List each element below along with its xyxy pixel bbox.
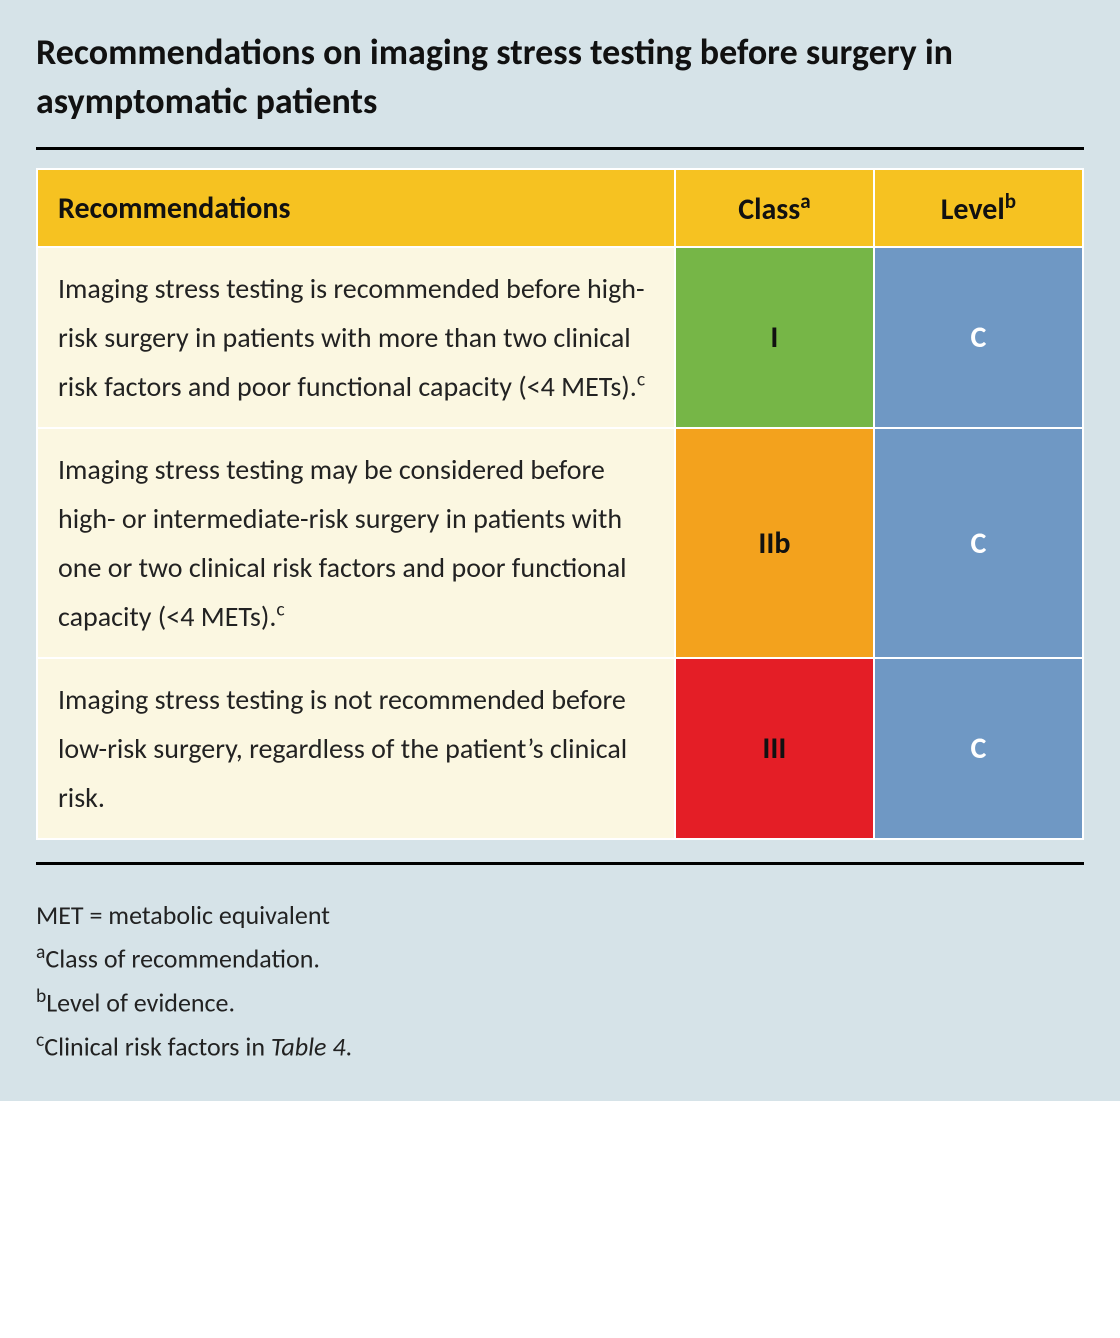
panel-title: Recommendations on imaging stress testin… — [36, 28, 1084, 125]
rule-top — [36, 147, 1084, 150]
table-row: Imaging stress testing is recommended be… — [37, 247, 1083, 428]
recommendation-text: Imaging stress testing may be considered… — [37, 428, 675, 658]
footnote-line: bLevel of evidence. — [36, 981, 1084, 1023]
recommendation-text: Imaging stress testing is recommended be… — [37, 247, 675, 428]
table-head: RecommendationsClassaLevelb — [37, 169, 1083, 247]
col-recommendations: Recommendations — [37, 169, 675, 247]
rule-bottom — [36, 862, 1084, 865]
footnote-line: aClass of recommendation. — [36, 937, 1084, 979]
footnotes: MET = metabolic equivalentaClass of reco… — [36, 895, 1084, 1067]
col-class: Classa — [675, 169, 874, 247]
footnote-line: cClinical risk factors in Table 4. — [36, 1025, 1084, 1067]
recommendation-text: Imaging stress testing is not recommende… — [37, 658, 675, 839]
table-header-row: RecommendationsClassaLevelb — [37, 169, 1083, 247]
footnote-line: MET = metabolic equivalent — [36, 895, 1084, 935]
table-row: Imaging stress testing may be considered… — [37, 428, 1083, 658]
col-level: Levelb — [874, 169, 1083, 247]
table-body: Imaging stress testing is recommended be… — [37, 247, 1083, 839]
level-cell: C — [874, 247, 1083, 428]
class-cell: III — [675, 658, 874, 839]
table-row: Imaging stress testing is not recommende… — [37, 658, 1083, 839]
level-cell: C — [874, 658, 1083, 839]
recommendations-table: RecommendationsClassaLevelb Imaging stre… — [36, 168, 1084, 840]
class-cell: IIb — [675, 428, 874, 658]
class-cell: I — [675, 247, 874, 428]
recommendations-panel: Recommendations on imaging stress testin… — [0, 0, 1120, 1101]
level-cell: C — [874, 428, 1083, 658]
